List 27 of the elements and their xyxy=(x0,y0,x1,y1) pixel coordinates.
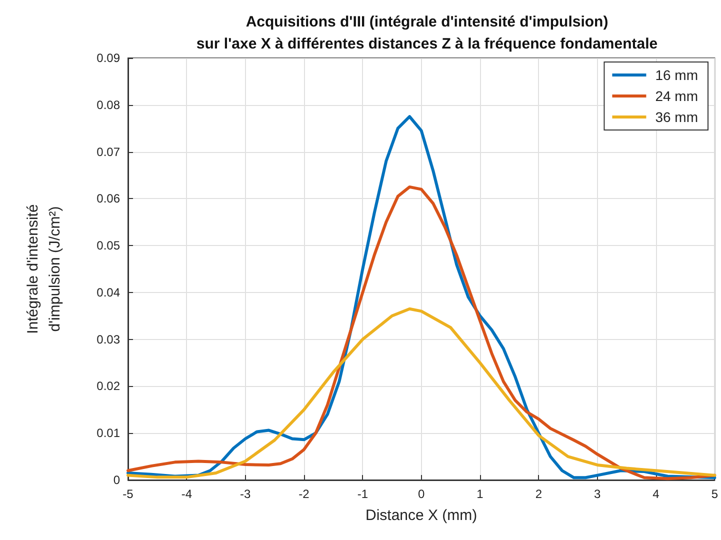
x-axis-title: Distance X (mm) xyxy=(365,507,478,524)
legend-label: 36 mm xyxy=(655,109,698,125)
x-tick-label: 2 xyxy=(535,487,542,501)
legend-label: 24 mm xyxy=(655,88,698,104)
y-tick-label: 0.01 xyxy=(96,426,120,440)
y-tick-label: 0.05 xyxy=(96,238,120,253)
x-tick-label: -2 xyxy=(298,487,310,501)
y-tick-label: 0.02 xyxy=(96,379,120,394)
chart-title: Acquisitions d'III (intégrale d'intensité d'impulsion) sur l'axe X à différentes distances Z à la fréquence fondamentale xyxy=(196,14,658,52)
x-tick-label: 0 xyxy=(418,487,425,501)
y-tick-label: 0.09 xyxy=(96,51,120,65)
legend-label: 16 mm xyxy=(655,67,698,83)
y-axis-title: Intégrale d'intensité d'impulsion (J/cm²) xyxy=(24,204,64,334)
y-tick-label: 0.08 xyxy=(96,98,120,112)
x-tick-label: 3 xyxy=(594,487,601,501)
y-tick-label: 0.06 xyxy=(96,192,120,206)
y-tick-label: 0.04 xyxy=(96,285,120,300)
x-tick-label: -4 xyxy=(181,487,192,501)
y-tick-label: 0.07 xyxy=(96,144,120,159)
x-tick-label: 5 xyxy=(711,487,718,501)
y-tick-label: 0.03 xyxy=(96,332,120,346)
x-tick-label: -1 xyxy=(357,487,368,501)
x-tick-label: -3 xyxy=(240,487,251,501)
x-tick-label: 4 xyxy=(652,487,660,501)
x-tick-label: 1 xyxy=(476,487,484,501)
x-tick-label: -5 xyxy=(122,487,134,501)
y-tick-label: 0 xyxy=(113,473,120,487)
